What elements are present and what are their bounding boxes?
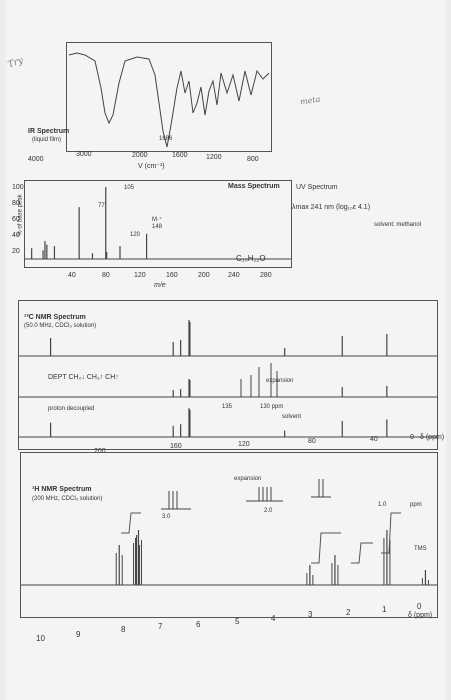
h1-integral	[121, 512, 141, 534]
c13-xtick: 120	[238, 441, 250, 448]
h1-integral	[311, 532, 341, 564]
c13-xunit: δ (ppm)	[420, 434, 445, 441]
h1-exp-label: 2.0	[264, 508, 273, 514]
ir-xtick: 4000	[28, 156, 44, 163]
mass-xtick: 80	[102, 272, 110, 279]
c13-xtick: 160	[170, 443, 182, 450]
uv-title: UV Spectrum	[296, 184, 338, 191]
mass-spectrum-frame	[24, 180, 292, 268]
h1-tms-label: TMS	[414, 546, 427, 552]
uv-lambda: λmax 241 nm (log₁₀ε 4.1)	[292, 204, 371, 211]
handwritten-try: Try	[6, 55, 25, 71]
mass-xtick: 200	[198, 272, 210, 279]
c13-dept-label: DEPT CH₂↓ CH₃↑ CH↑	[48, 374, 119, 381]
mass-label-120: 120	[130, 232, 141, 238]
h1-exp-label: 3.0	[162, 514, 171, 520]
ir-xtick: 2000	[132, 152, 148, 159]
h1-exp-label: ppm	[410, 502, 422, 508]
h1-xtick: 10	[36, 634, 45, 643]
mass-label-77: 77	[98, 203, 105, 209]
mass-title: Mass Spectrum	[228, 183, 280, 190]
c13-expansion-label: expansion	[266, 378, 294, 384]
mass-label-148: 148	[152, 224, 163, 230]
ir-xtick: 1200	[206, 154, 222, 161]
h1-expansion-label: expansion	[234, 476, 262, 482]
ir-xlabel: V (cm⁻¹)	[138, 163, 165, 170]
c13-xtick: 0	[410, 434, 414, 441]
mass-xtick: 40	[68, 272, 76, 279]
mass-ytick: 60	[12, 216, 20, 223]
mass-label-105: 105	[124, 185, 135, 191]
h1-xtick: 8	[121, 625, 126, 634]
ir-title: IR Spectrum	[28, 128, 70, 135]
mass-xtick: 120	[134, 272, 146, 279]
h1-xtick: 9	[76, 630, 81, 639]
c13-solvent-label: solvent	[282, 414, 302, 420]
ir-subtitle: (liquid film)	[32, 137, 62, 143]
h1-spectrum-frame	[20, 452, 438, 618]
mass-ytick: 20	[12, 248, 20, 255]
ir-xtick: 1600	[172, 152, 188, 159]
c13-traces	[19, 320, 437, 438]
h1-traces	[21, 479, 437, 586]
h1-xtick: 7	[158, 622, 163, 631]
h1-xtick: 0	[417, 602, 422, 611]
h1-exp-label: 1.0	[378, 502, 387, 508]
h1-integral	[351, 542, 373, 564]
ir-spectrum-frame	[66, 42, 272, 152]
ir-trace	[68, 52, 270, 148]
mass-ytick: 100	[12, 184, 24, 191]
h1-subtitle: (200 MHz, CDCl₃ solution)	[32, 496, 103, 502]
c13-exp-tick: 135	[222, 404, 233, 410]
mass-ytick: 80	[12, 200, 20, 207]
uv-solvent: solvent: methanol	[374, 222, 422, 228]
c13-subtitle: (50.0 MHz, CDCl₃ solution)	[24, 323, 97, 329]
ir-xtick: 800	[247, 156, 259, 163]
mass-bars	[25, 187, 291, 260]
spectra-sheet: Try meta IR Spectrum (liquid film) 1686 …	[6, 0, 446, 700]
mass-xlabel: m/e	[154, 282, 166, 289]
c13-decoupled-label: proton decoupled	[48, 406, 95, 412]
h1-xtick: 3	[308, 610, 313, 619]
c13-spectrum-frame	[18, 300, 438, 450]
c13-xtick: 40	[370, 436, 378, 443]
h1-xtick: 4	[271, 614, 276, 623]
h1-xtick: 6	[196, 620, 201, 629]
h1-xtick: 5	[235, 617, 240, 626]
mass-xtick: 280	[260, 272, 272, 279]
h1-xtick: 1	[382, 605, 387, 614]
c13-xtick: 200	[94, 448, 106, 455]
c13-exp-tick: 130 ppm	[260, 404, 284, 410]
h1-xtick: 2	[346, 608, 351, 617]
h1-integral	[381, 512, 401, 554]
h1-xunit: δ (ppm)	[408, 612, 433, 619]
c13-title: ¹³C NMR Spectrum	[24, 314, 86, 321]
ir-peak-label: 1686	[159, 136, 173, 142]
molecular-formula: C₁₀H₁₂O	[236, 254, 266, 263]
ir-xtick: 3000	[76, 151, 92, 158]
mass-label-mplus: M·⁺	[152, 217, 163, 223]
mass-xtick: 240	[228, 272, 240, 279]
handwritten-meta: meta	[299, 94, 321, 107]
h1-title: ¹H NMR Spectrum	[32, 486, 92, 493]
mass-ytick: 40	[12, 232, 20, 239]
mass-xtick: 160	[166, 272, 178, 279]
c13-xtick: 80	[308, 438, 316, 445]
